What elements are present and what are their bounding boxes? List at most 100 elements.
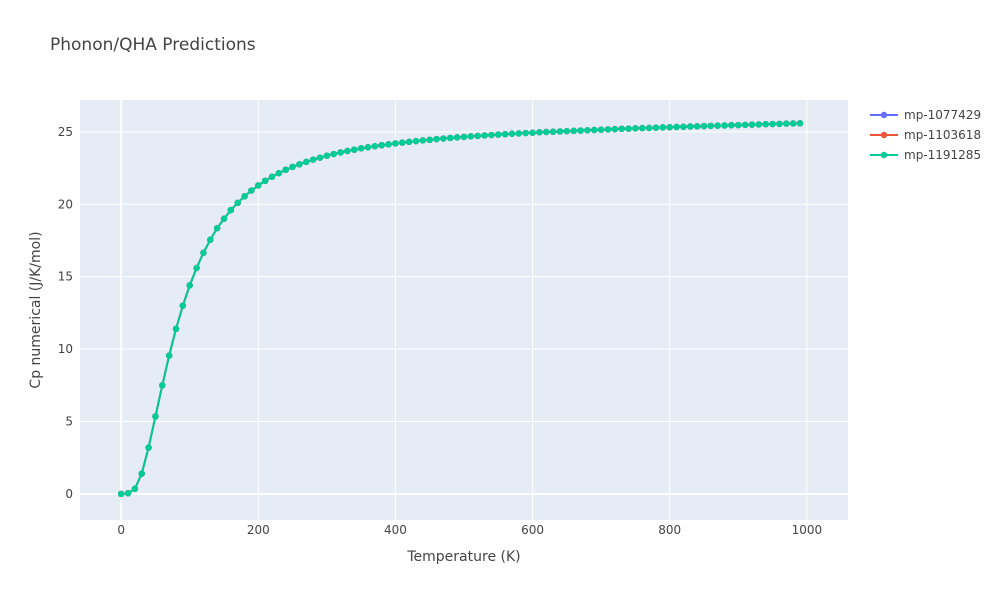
data-point: [618, 125, 625, 133]
data-point: [549, 128, 557, 135]
data-point: [378, 141, 385, 149]
x-tick-label: 1000: [792, 523, 823, 537]
data-point: [680, 123, 687, 130]
x-tick-label: 200: [247, 523, 270, 537]
data-point: [501, 130, 509, 138]
legend-item-mp-1191285[interactable]: mp-1191285: [870, 148, 981, 162]
data-point: [584, 127, 591, 134]
data-point: [632, 125, 639, 132]
y-axis-title: Cp numerical (J/K/mol): [28, 231, 44, 388]
data-point: [131, 485, 139, 493]
legend-marker: [880, 131, 888, 139]
data-point: [303, 158, 310, 166]
data-point: [124, 490, 132, 497]
data-point: [426, 136, 433, 144]
data-point: [529, 129, 536, 136]
data-point: [234, 199, 241, 207]
data-point: [371, 143, 379, 150]
data-point: [220, 215, 228, 222]
data-point: [399, 139, 406, 146]
data-point: [165, 352, 173, 359]
grid-lines: [80, 100, 848, 520]
data-point: [721, 122, 728, 129]
data-point: [488, 131, 495, 139]
data-point: [522, 129, 529, 137]
data-point: [776, 120, 783, 128]
legend-label: mp-1077429: [904, 108, 981, 122]
data-point: [316, 154, 324, 161]
data-point: [645, 124, 653, 132]
data-point: [117, 490, 125, 498]
data-point: [172, 325, 180, 333]
y-tick-label: 20: [58, 197, 73, 211]
data-point: [323, 152, 331, 159]
data-point: [152, 413, 159, 420]
data-point: [783, 120, 790, 127]
x-axis-ticks: 0 200 400 600 800 1000: [117, 523, 822, 537]
data-point: [707, 122, 715, 130]
data-point: [481, 132, 488, 139]
data-point: [762, 120, 769, 128]
data-point: [687, 123, 694, 130]
data-point: [159, 382, 166, 389]
data-point: [447, 134, 454, 142]
data-point: [611, 125, 619, 133]
data-point: [385, 141, 392, 148]
data-point: [453, 134, 461, 141]
data-point: [652, 124, 660, 131]
y-tick-label: 10: [58, 342, 73, 356]
data-point: [357, 145, 365, 152]
data-point: [515, 130, 523, 137]
data-point: [563, 127, 571, 135]
data-point: [570, 127, 577, 135]
data-point: [200, 249, 207, 256]
y-tick-label: 0: [65, 487, 73, 501]
data-point: [543, 128, 550, 136]
y-axis-ticks: 0 5 10 15 20 25: [58, 125, 73, 501]
data-point: [673, 123, 680, 131]
legend-item-mp-1077429[interactable]: mp-1077429: [870, 108, 981, 122]
legend-label: mp-1103618: [904, 128, 981, 142]
legend-label: mp-1191285: [904, 148, 981, 162]
plot-area: [80, 100, 848, 520]
data-point: [275, 169, 283, 177]
data-point: [193, 264, 200, 272]
x-axis-title: Temperature (K): [406, 549, 520, 565]
x-tick-label: 800: [658, 523, 681, 537]
data-point: [796, 120, 804, 127]
x-tick-label: 400: [384, 523, 407, 537]
legend-item-mp-1103618[interactable]: mp-1103618: [870, 128, 981, 142]
data-point: [556, 128, 564, 135]
data-point: [255, 182, 262, 189]
data-point: [440, 135, 447, 142]
data-point: [392, 140, 399, 147]
data-point: [467, 133, 475, 140]
data-point: [639, 124, 646, 132]
data-point: [145, 444, 152, 451]
data-point: [282, 166, 289, 174]
data-point: [597, 126, 605, 133]
data-point: [289, 163, 296, 171]
data-point: [625, 125, 632, 132]
legend[interactable]: mp-1077429 mp-1103618 mp-1191285: [870, 108, 981, 162]
data-point: [405, 138, 413, 146]
data-point: [659, 124, 667, 131]
data-point: [330, 150, 337, 158]
data-point: [755, 121, 763, 128]
data-point: [227, 206, 235, 214]
data-point: [344, 147, 351, 155]
y-tick-label: 15: [58, 270, 73, 284]
data-point: [577, 127, 584, 134]
data-point: [412, 137, 420, 145]
data-point: [666, 124, 673, 131]
data-point: [138, 470, 145, 477]
data-point: [735, 121, 742, 129]
legend-marker: [880, 151, 888, 159]
data-point: [700, 122, 708, 130]
data-point: [536, 129, 543, 136]
data-point: [741, 121, 749, 129]
data-point: [248, 187, 255, 194]
data-point: [769, 120, 776, 128]
series-line: [121, 122, 801, 495]
data-point: [179, 302, 187, 309]
